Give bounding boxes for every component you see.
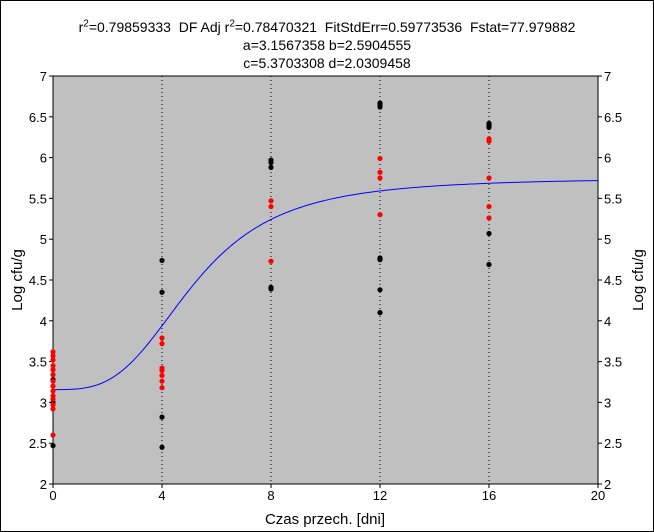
x-tick-label-4: 16 bbox=[482, 488, 496, 503]
data-point-s0-15 bbox=[377, 255, 383, 261]
y-tick-label-right-5: 4.5 bbox=[604, 273, 622, 288]
data-point-s1-30 bbox=[486, 175, 492, 181]
data-point-s0-11 bbox=[268, 157, 274, 163]
data-point-s1-9 bbox=[50, 367, 56, 373]
x-axis: 0 4 8 12 16 20 bbox=[49, 484, 605, 503]
y-tick-label-left-10: 7 bbox=[40, 69, 47, 84]
y-axis-label-right: Log cfu/g bbox=[630, 249, 647, 311]
data-point-s0-6 bbox=[159, 257, 165, 264]
y-tick-label-right-9: 6.5 bbox=[604, 110, 622, 125]
y-axis-label-left: Log cfu/g bbox=[9, 249, 26, 311]
y-tick-label-right-3: 3.5 bbox=[604, 355, 622, 370]
data-point-s1-28 bbox=[486, 215, 492, 221]
data-point-s0-9 bbox=[268, 164, 274, 170]
data-point-s0-5 bbox=[159, 289, 165, 295]
data-point-s0-24 bbox=[486, 120, 492, 126]
r2-value: =0.79859333 bbox=[88, 19, 171, 35]
y-tick-label-right-8: 6 bbox=[604, 151, 611, 166]
data-point-s1-5 bbox=[50, 388, 56, 394]
y-axis-left: 2 2.5 3 3.5 4 4.5 5 5.5 6 6.5 7 bbox=[29, 69, 53, 492]
fit-params-ab: a=3.1567358 b=2.5904555 bbox=[242, 37, 412, 53]
data-point-s0-3 bbox=[159, 444, 165, 450]
y-tick-label-left-8: 6 bbox=[40, 151, 47, 166]
data-point-s0-20 bbox=[486, 230, 492, 237]
data-point-s1-10 bbox=[50, 363, 56, 369]
y-tick-label-left-3: 3.5 bbox=[29, 355, 47, 370]
y-tick-label-left-9: 6.5 bbox=[29, 110, 47, 125]
data-point-s0-4 bbox=[159, 414, 165, 420]
y-tick-label-left-2: 3 bbox=[40, 395, 47, 410]
data-point-s0-12 bbox=[377, 310, 383, 316]
data-point-s1-25 bbox=[377, 175, 383, 181]
y-tick-label-right-2: 3 bbox=[604, 395, 611, 410]
data-point-s1-18 bbox=[159, 365, 165, 371]
x-tick-label-2: 8 bbox=[267, 488, 274, 503]
y-tick-label-left-6: 5 bbox=[40, 232, 47, 247]
x-tick-label-3: 12 bbox=[373, 488, 387, 503]
data-point-s1-22 bbox=[268, 203, 274, 210]
y-tick-label-left-1: 2.5 bbox=[29, 436, 47, 451]
data-point-s0-0 bbox=[50, 443, 56, 449]
data-point-s0-19 bbox=[486, 261, 492, 268]
data-point-s1-11 bbox=[50, 357, 56, 363]
data-point-s1-0 bbox=[50, 432, 56, 438]
x-tick-label-0: 0 bbox=[49, 488, 56, 503]
data-points bbox=[50, 100, 492, 450]
adj-r2-superscript: 2 bbox=[229, 18, 235, 30]
y-tick-label-right-1: 2.5 bbox=[604, 436, 622, 451]
adj-r2-label: DF Adj r bbox=[170, 19, 230, 35]
y-tick-label-left-7: 5.5 bbox=[29, 191, 47, 206]
data-point-s1-24 bbox=[377, 212, 383, 218]
y-tick-label-left-5: 4.5 bbox=[29, 273, 47, 288]
data-point-s1-15 bbox=[159, 378, 165, 384]
plot-area bbox=[52, 75, 599, 485]
data-point-s0-18 bbox=[377, 100, 383, 106]
adj-r2-value: =0.78470321 FitStdErr=0.59773536 Fstat=7… bbox=[234, 19, 576, 35]
data-point-s1-8 bbox=[50, 372, 56, 378]
fit-curve bbox=[53, 180, 599, 391]
data-point-s1-6 bbox=[50, 383, 56, 389]
x-axis-label: Czas przech. [dni] bbox=[265, 511, 385, 528]
data-point-s1-14 bbox=[159, 385, 165, 391]
y-tick-label-right-4: 4 bbox=[604, 314, 611, 329]
data-point-s1-23 bbox=[268, 198, 274, 204]
data-point-s1-19 bbox=[159, 341, 165, 347]
data-point-s1-27 bbox=[377, 155, 383, 162]
y-tick-label-left-0: 2 bbox=[40, 477, 47, 492]
y-tick-label-right-6: 5 bbox=[604, 232, 611, 247]
y-tick-label-left-4: 4 bbox=[40, 314, 47, 329]
data-point-s1-21 bbox=[268, 258, 274, 264]
fit-params-cd: c=5.3703308 d=2.0309458 bbox=[243, 55, 411, 71]
x-tick-label-5: 20 bbox=[591, 488, 605, 503]
r2-superscript: 2 bbox=[83, 18, 89, 30]
data-point-s1-4 bbox=[50, 393, 56, 399]
y-tick-label-right-0: 2 bbox=[604, 477, 611, 492]
x-tick-label-1: 4 bbox=[158, 488, 165, 503]
data-point-s1-20 bbox=[159, 335, 165, 341]
y-tick-label-right-7: 5.5 bbox=[604, 191, 622, 206]
data-point-s1-16 bbox=[159, 372, 165, 379]
data-point-s1-1 bbox=[50, 406, 56, 412]
y-axis-right: 2 2.5 3 3.5 4 4.5 5 5.5 6 6.5 7 bbox=[598, 69, 622, 492]
data-point-s1-26 bbox=[377, 169, 383, 175]
fit-statistics-line: r2=0.79859333 DF Adj r2=0.78470321 FitSt… bbox=[0, 19, 654, 36]
data-point-s1-12 bbox=[50, 353, 56, 359]
data-point-s1-29 bbox=[486, 203, 492, 210]
data-point-s1-13 bbox=[50, 349, 56, 355]
data-point-s1-2 bbox=[50, 402, 56, 408]
data-point-s0-8 bbox=[268, 284, 274, 290]
r2-label: r bbox=[78, 19, 84, 35]
y-tick-label-right-10: 7 bbox=[604, 69, 611, 84]
data-point-s1-32 bbox=[486, 136, 492, 142]
data-point-s1-7 bbox=[50, 378, 56, 384]
data-point-s0-13 bbox=[377, 287, 383, 293]
